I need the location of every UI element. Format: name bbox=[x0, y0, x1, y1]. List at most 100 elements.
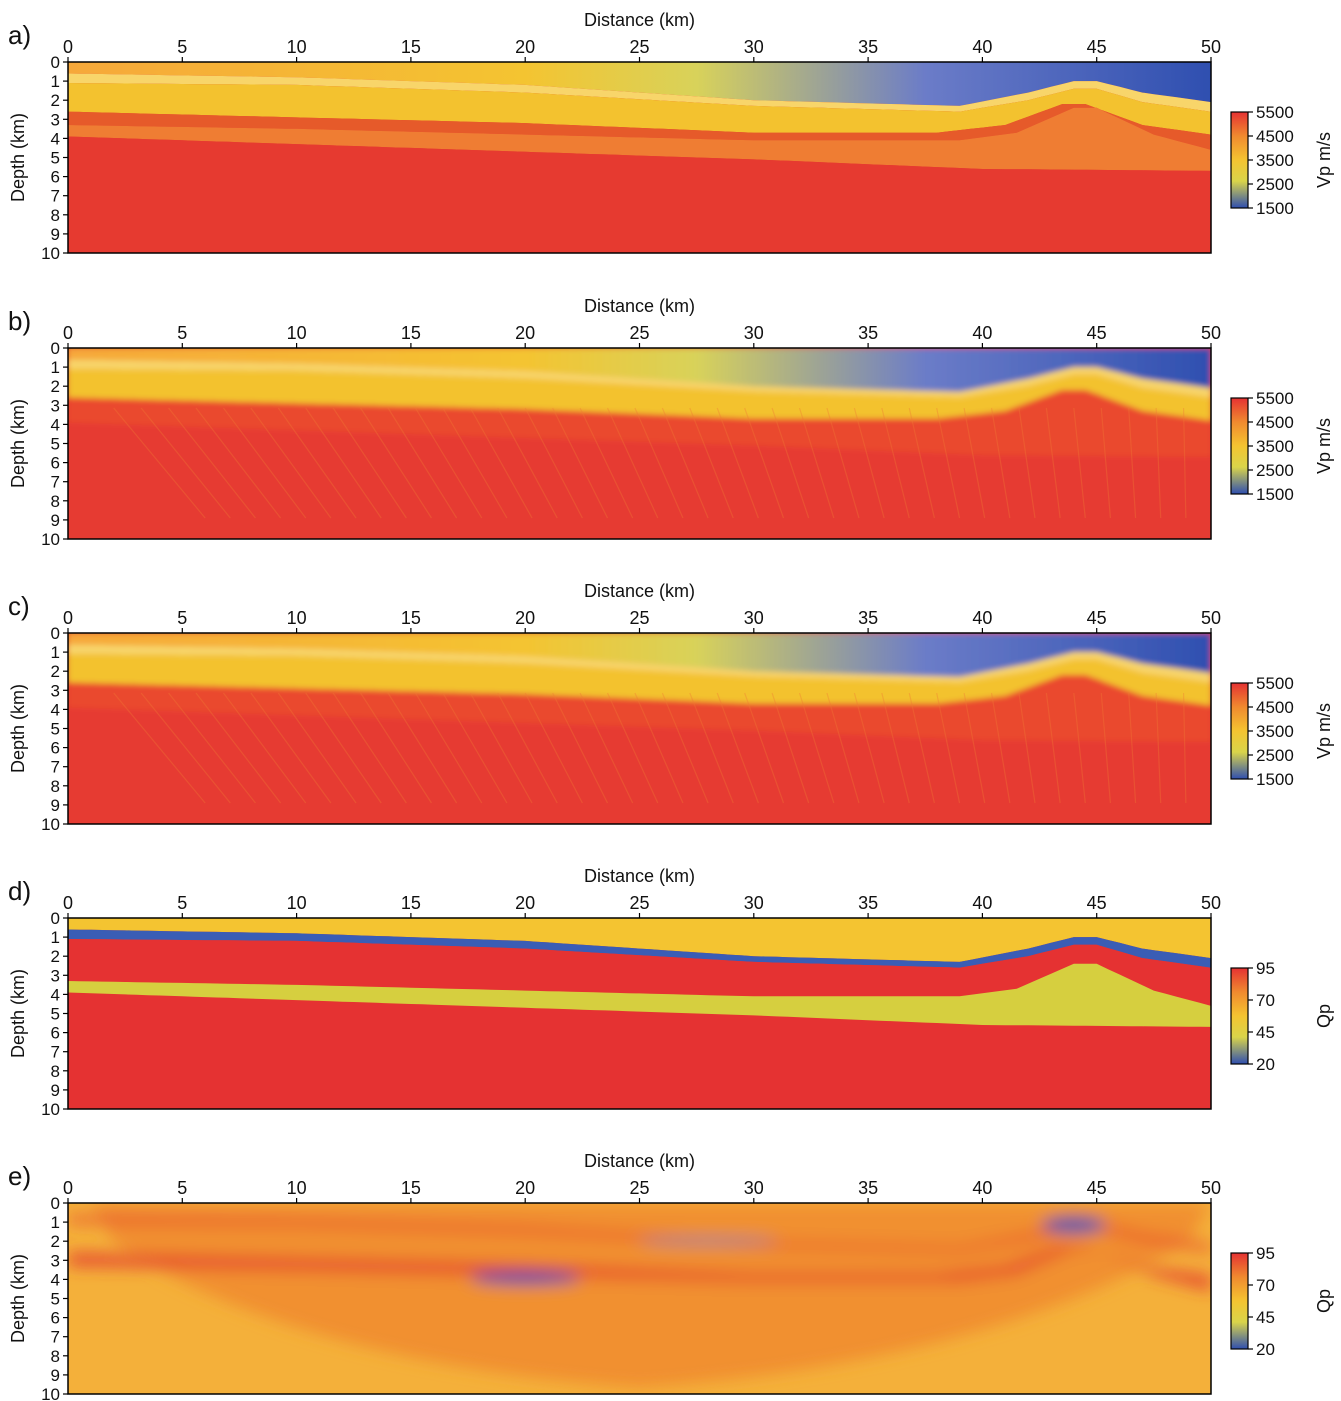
x-tick-label: 50 bbox=[1201, 893, 1221, 913]
y-tick-label: 6 bbox=[51, 168, 60, 187]
y-axis-title: Depth (km) bbox=[8, 684, 28, 773]
colorbar bbox=[1230, 397, 1249, 495]
panel-label: b) bbox=[8, 306, 31, 336]
x-tick-label: 5 bbox=[177, 1178, 187, 1198]
y-tick-label: 0 bbox=[51, 339, 60, 358]
heatmap-field bbox=[68, 1203, 1211, 1394]
y-tick-label: 3 bbox=[51, 681, 60, 700]
chart-panel-e: e) Distance (km)Depth (km)0 5 10 15 20 25 30 35 4… bbox=[8, 1151, 1334, 1401]
y-tick-label: 8 bbox=[51, 1347, 60, 1366]
y-tick-label: 4 bbox=[51, 700, 60, 719]
panel-label: a) bbox=[8, 20, 31, 50]
y-tick-label: 7 bbox=[51, 758, 60, 777]
chart-panel-d: d) Distance (km)Depth (km)0 5 10 15 20 25 30 35 4… bbox=[8, 866, 1334, 1119]
y-tick-label: 9 bbox=[51, 511, 60, 530]
y-tick-label: 5 bbox=[51, 720, 60, 739]
y-tick-label: 3 bbox=[51, 1251, 60, 1270]
x-tick-label: 5 bbox=[177, 323, 187, 343]
y-tick-label: 7 bbox=[51, 473, 60, 492]
chart-panel-b: b) Distance (km)Depth (km)0 5 10 15 20 25 30 35 4… bbox=[8, 296, 1334, 549]
colorbar-title: Qp bbox=[1314, 1289, 1334, 1313]
panel-label: d) bbox=[8, 876, 31, 906]
x-tick-label: 0 bbox=[63, 893, 73, 913]
x-tick-label: 35 bbox=[858, 608, 878, 628]
y-tick-label: 1 bbox=[51, 1213, 60, 1232]
x-tick-label: 5 bbox=[177, 893, 187, 913]
y-axis-title: Depth (km) bbox=[8, 1254, 28, 1343]
x-tick-label: 25 bbox=[629, 37, 649, 57]
colorbar-tick-label: 1500 bbox=[1256, 770, 1294, 789]
x-tick-label: 40 bbox=[972, 608, 992, 628]
y-axis-title: Depth (km) bbox=[8, 969, 28, 1058]
y-tick-label: 10 bbox=[41, 530, 60, 549]
x-tick-label: 15 bbox=[401, 608, 421, 628]
y-tick-label: 8 bbox=[51, 1062, 60, 1081]
colorbar-tick-label: 70 bbox=[1256, 1276, 1275, 1295]
colorbar-title: Qp bbox=[1314, 1004, 1334, 1028]
colorbar-tick-label: 4500 bbox=[1256, 698, 1294, 717]
x-tick-label: 0 bbox=[63, 37, 73, 57]
y-tick-label: 10 bbox=[41, 815, 60, 834]
colorbar-tick-label: 45 bbox=[1256, 1308, 1275, 1327]
x-axis-title: Distance (km) bbox=[584, 10, 695, 30]
y-tick-label: 0 bbox=[51, 1194, 60, 1213]
x-tick-label: 30 bbox=[744, 893, 764, 913]
colorbar-tick-label: 45 bbox=[1256, 1023, 1275, 1042]
x-tick-label: 15 bbox=[401, 323, 421, 343]
x-tick-label: 40 bbox=[972, 1178, 992, 1198]
x-tick-label: 0 bbox=[63, 608, 73, 628]
y-tick-label: 4 bbox=[51, 129, 60, 148]
x-axis-title: Distance (km) bbox=[584, 1151, 695, 1171]
y-tick-label: 1 bbox=[51, 358, 60, 377]
y-tick-label: 0 bbox=[51, 53, 60, 72]
panel-label: c) bbox=[8, 591, 30, 621]
x-tick-label: 20 bbox=[515, 893, 535, 913]
x-tick-label: 40 bbox=[972, 893, 992, 913]
colorbar-tick-label: 2500 bbox=[1256, 746, 1294, 765]
colorbar-tick-label: 70 bbox=[1256, 991, 1275, 1010]
x-tick-label: 20 bbox=[515, 323, 535, 343]
x-tick-label: 25 bbox=[629, 608, 649, 628]
y-tick-label: 2 bbox=[51, 1232, 60, 1251]
colorbar-tick-label: 3500 bbox=[1256, 437, 1294, 456]
y-tick-label: 5 bbox=[51, 435, 60, 454]
colorbar-tick-label: 4500 bbox=[1256, 127, 1294, 146]
x-axis-title: Distance (km) bbox=[584, 581, 695, 601]
heatmap-field bbox=[68, 918, 1211, 1109]
colorbar bbox=[1230, 1252, 1249, 1350]
heatmap-field bbox=[68, 633, 1211, 824]
x-tick-label: 50 bbox=[1201, 608, 1221, 628]
colorbar bbox=[1230, 967, 1249, 1065]
colorbar-tick-label: 5500 bbox=[1256, 103, 1294, 122]
y-tick-label: 3 bbox=[51, 396, 60, 415]
y-axis-title: Depth (km) bbox=[8, 399, 28, 488]
x-tick-label: 35 bbox=[858, 37, 878, 57]
x-tick-label: 30 bbox=[744, 323, 764, 343]
heatmap-field bbox=[68, 348, 1211, 539]
y-tick-label: 5 bbox=[51, 1005, 60, 1024]
y-tick-label: 6 bbox=[51, 454, 60, 473]
y-tick-label: 7 bbox=[51, 1043, 60, 1062]
colorbar-tick-label: 2500 bbox=[1256, 461, 1294, 480]
chart-panel-a: a) Distance (km)Depth (km)0 5 10 15 20 25 30 35 4… bbox=[8, 10, 1334, 263]
y-tick-label: 0 bbox=[51, 909, 60, 928]
x-tick-label: 35 bbox=[858, 1178, 878, 1198]
panel-label: e) bbox=[8, 1161, 31, 1191]
y-tick-label: 9 bbox=[51, 1081, 60, 1100]
colorbar-tick-label: 3500 bbox=[1256, 151, 1294, 170]
colorbar-tick-label: 1500 bbox=[1256, 199, 1294, 218]
y-tick-label: 1 bbox=[51, 72, 60, 91]
x-tick-label: 10 bbox=[287, 37, 307, 57]
y-tick-label: 2 bbox=[51, 662, 60, 681]
heatmap-field bbox=[68, 62, 1211, 253]
x-tick-label: 45 bbox=[1087, 1178, 1107, 1198]
y-tick-label: 10 bbox=[41, 1385, 60, 1401]
y-tick-label: 7 bbox=[51, 187, 60, 206]
x-axis-title: Distance (km) bbox=[584, 296, 695, 316]
x-tick-label: 10 bbox=[287, 1178, 307, 1198]
x-tick-label: 15 bbox=[401, 893, 421, 913]
y-tick-label: 6 bbox=[51, 739, 60, 758]
colorbar-tick-label: 95 bbox=[1256, 959, 1275, 978]
y-tick-label: 8 bbox=[51, 492, 60, 511]
x-tick-label: 50 bbox=[1201, 1178, 1221, 1198]
